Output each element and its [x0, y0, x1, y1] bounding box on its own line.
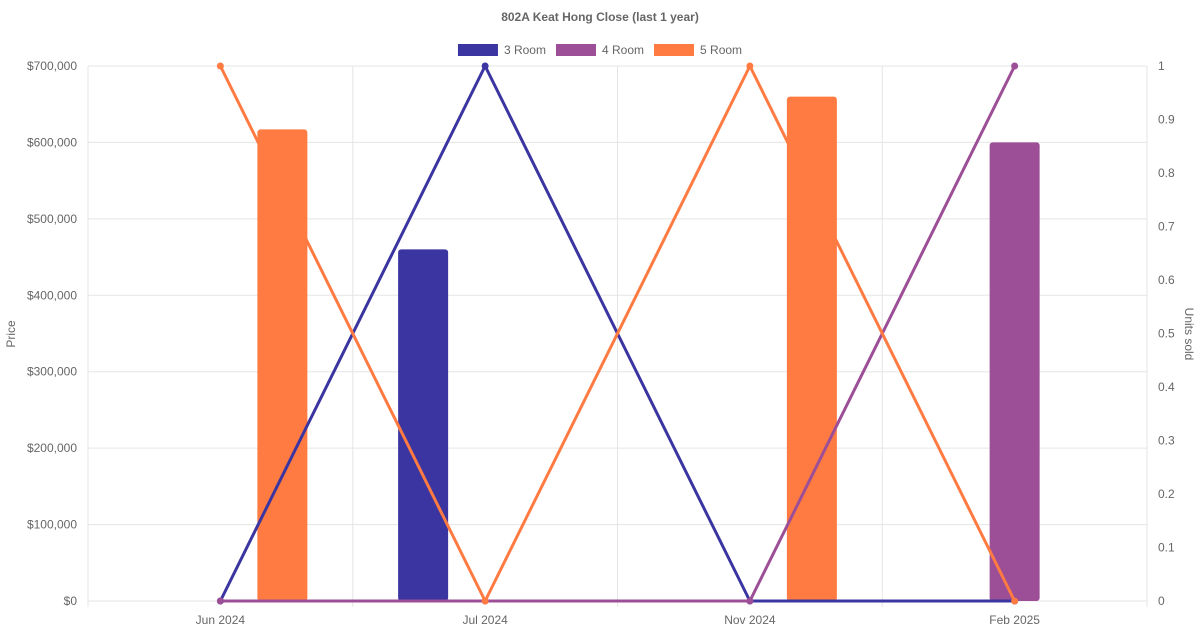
price-tick-label: $100,000 — [27, 518, 77, 532]
units-point — [746, 62, 754, 70]
units-tick-label: 0.7 — [1158, 220, 1175, 234]
x-tick-label: Jun 2024 — [196, 613, 246, 627]
price-tick-label: $500,000 — [27, 212, 77, 226]
units-point — [1011, 597, 1019, 605]
price-tick-label: $700,000 — [27, 59, 77, 73]
legend-swatch[interactable] — [654, 44, 695, 56]
units-point — [216, 597, 224, 605]
price-tick-label: $300,000 — [27, 365, 77, 379]
price-bar — [989, 142, 1040, 601]
price-tick-label: $600,000 — [27, 135, 77, 149]
units-axis-title: Units sold — [1182, 308, 1196, 361]
units-tick-label: 0 — [1158, 594, 1165, 608]
x-tick-label: Feb 2025 — [989, 613, 1040, 627]
legend-label[interactable]: 4 Room — [602, 43, 644, 57]
legend-swatch[interactable] — [457, 44, 498, 56]
units-point — [481, 62, 489, 70]
price-tick-label: $200,000 — [27, 441, 77, 455]
units-tick-label: 1 — [1158, 59, 1165, 73]
units-point — [1011, 62, 1019, 70]
units-point — [746, 597, 754, 605]
price-tick-label: $0 — [64, 594, 78, 608]
units-point — [481, 597, 489, 605]
units-tick-label: 0.3 — [1158, 434, 1175, 448]
x-tick-label: Jul 2024 — [462, 613, 508, 627]
price-bar — [398, 249, 449, 601]
price-tick-label: $400,000 — [27, 288, 77, 302]
units-tick-label: 0.5 — [1158, 327, 1175, 341]
units-tick-label: 0.8 — [1158, 166, 1175, 180]
legend-swatch[interactable] — [555, 44, 596, 56]
x-tick-label: Nov 2024 — [724, 613, 776, 627]
units-point — [216, 62, 224, 70]
price-bar — [786, 96, 837, 602]
units-tick-label: 0.1 — [1158, 541, 1175, 555]
price-bar — [257, 129, 308, 601]
units-tick-label: 0.6 — [1158, 273, 1175, 287]
units-line — [219, 64, 1016, 603]
legend-label[interactable]: 3 Room — [504, 43, 546, 57]
legend-label[interactable]: 5 Room — [700, 43, 742, 57]
price-axis-title: Price — [4, 320, 18, 348]
units-tick-label: 0.9 — [1158, 113, 1175, 127]
units-tick-label: 0.4 — [1158, 380, 1175, 394]
chart-title: 802A Keat Hong Close (last 1 year) — [501, 10, 699, 24]
units-tick-label: 0.2 — [1158, 487, 1175, 501]
